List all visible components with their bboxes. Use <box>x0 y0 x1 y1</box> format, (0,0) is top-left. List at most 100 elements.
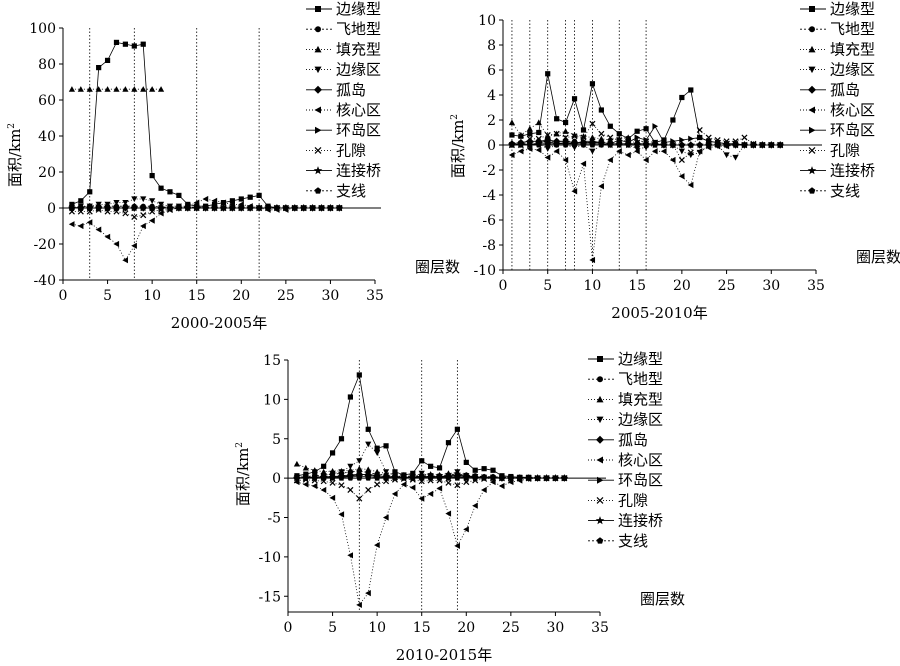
data-point <box>131 196 138 203</box>
data-point <box>525 475 532 481</box>
data-point <box>69 204 75 211</box>
data-point <box>131 242 137 249</box>
legend-label: 孤岛 <box>830 81 860 99</box>
y-axis-label-superscript: 2 <box>235 442 245 448</box>
series-line <box>296 477 565 606</box>
data-point <box>508 151 515 159</box>
data-point <box>517 131 524 138</box>
legend-label: 边缘型 <box>618 350 663 368</box>
data-point <box>571 96 578 102</box>
data-point <box>77 222 84 230</box>
legend-marker <box>315 126 322 134</box>
data-point <box>294 475 300 481</box>
legend-marker <box>597 356 603 362</box>
data-point <box>86 86 93 92</box>
data-point <box>562 134 569 141</box>
x-tick-label: 35 <box>366 288 384 304</box>
legend-label: 支线 <box>618 532 648 550</box>
data-point <box>392 475 398 481</box>
data-point <box>589 256 596 264</box>
legend-label: 填充型 <box>336 40 381 58</box>
legend-marker <box>809 26 815 33</box>
data-point <box>347 467 354 473</box>
legend-label: 孤岛 <box>618 431 648 449</box>
data-point <box>338 482 345 489</box>
chart-panel-3: 0 5 10 15 20 25 30 35 -15 -10 -5 0 5 10 15 面积/km2 圈层数 201… <box>234 350 685 664</box>
data-point <box>697 134 703 141</box>
data-point <box>122 41 128 47</box>
legend-label: 填充型 <box>618 390 663 408</box>
data-point <box>544 131 551 139</box>
data-point <box>643 136 650 144</box>
data-point <box>463 459 469 465</box>
legend-marker <box>596 395 604 403</box>
series-line <box>296 373 565 479</box>
data-point <box>679 136 685 144</box>
x-tick-label: 0 <box>59 288 68 304</box>
data-point <box>131 43 137 49</box>
data-point <box>338 475 345 481</box>
y-axis-label: 面积/km2 <box>6 123 24 187</box>
data-point <box>580 127 587 133</box>
data-point <box>274 204 280 211</box>
legend-marker <box>808 106 815 114</box>
data-point <box>562 128 569 134</box>
data-point <box>356 601 362 609</box>
data-point <box>383 443 389 449</box>
data-point <box>436 465 443 471</box>
data-point <box>688 135 694 142</box>
data-point <box>365 590 371 597</box>
data-point <box>419 458 425 464</box>
legend-marker <box>313 166 323 175</box>
y-tick-label: -40 <box>33 273 56 289</box>
data-point <box>526 125 533 132</box>
data-point <box>365 426 371 432</box>
data-point <box>669 156 676 164</box>
data-point <box>535 146 542 154</box>
data-point <box>445 510 452 517</box>
data-point <box>552 475 559 481</box>
data-point <box>338 469 345 475</box>
legend-marker <box>808 187 816 194</box>
data-point <box>554 116 560 122</box>
data-point <box>589 81 596 87</box>
data-point <box>321 463 327 469</box>
data-point <box>687 149 694 156</box>
data-point <box>87 189 93 195</box>
legend-label: 边缘区 <box>618 411 663 429</box>
x-tick-label: 5 <box>103 288 112 304</box>
data-point <box>211 197 218 204</box>
data-point <box>536 129 542 136</box>
data-point <box>643 141 649 148</box>
data-point <box>311 467 318 473</box>
series-10 <box>509 141 784 148</box>
data-point <box>104 233 111 240</box>
data-point <box>696 126 703 134</box>
y-tick-label: 60 <box>38 93 56 109</box>
legend-label: 边缘型 <box>830 0 875 18</box>
data-point <box>517 148 524 155</box>
x-tick-label: 30 <box>322 288 340 304</box>
data-point <box>563 119 569 126</box>
data-point <box>580 133 587 139</box>
data-point <box>140 222 146 230</box>
data-point <box>571 188 578 195</box>
data-point <box>158 204 164 211</box>
x-tick-label: 15 <box>628 278 646 294</box>
y-tick-label: -5 <box>267 511 281 527</box>
data-point <box>400 481 407 488</box>
y-tick-label: -4 <box>482 188 496 204</box>
legend-label: 支线 <box>830 182 860 200</box>
series-6 <box>293 475 567 609</box>
data-point <box>140 86 147 92</box>
data-point <box>553 130 560 137</box>
data-point <box>508 119 516 126</box>
legend-marker <box>314 85 322 94</box>
data-point <box>544 133 551 139</box>
data-point <box>131 213 138 221</box>
legend-label: 环岛区 <box>830 121 875 139</box>
x-axis-label: 圈层数 <box>640 590 685 608</box>
data-point <box>732 154 739 161</box>
